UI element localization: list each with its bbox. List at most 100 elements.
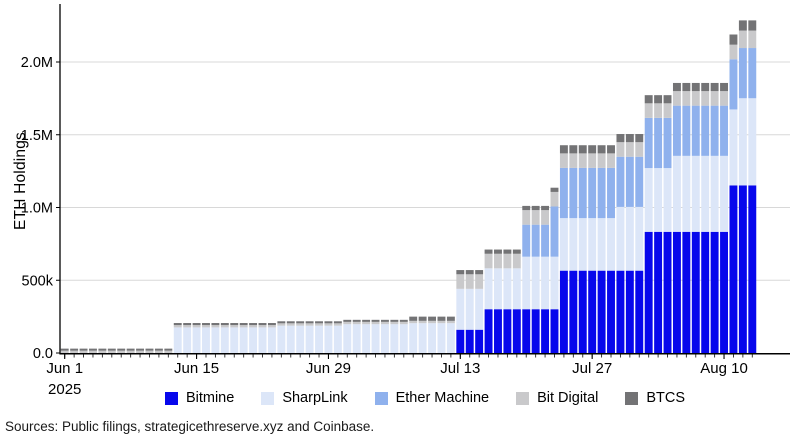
bar-segment [371,319,380,322]
bar-segment [380,319,389,322]
bar-segment [729,34,738,45]
x-tick-label: Jun 29 [306,360,351,377]
legend-item-bit-digital: Bit Digital [516,390,598,406]
bar-segment [446,316,455,321]
bar-segment [399,319,408,322]
bar-segment [258,327,267,353]
bar-segment [98,348,107,351]
bar-segment [654,231,663,353]
bar-segment [748,98,757,186]
bar-segment [635,156,644,207]
bar-segment [352,319,361,322]
bar-segment [286,321,295,324]
bar-segment [625,134,634,143]
bar-segment [503,249,512,254]
bar-segment [286,325,295,353]
bar-segment [597,218,606,271]
bar-segment [682,105,691,156]
bar-segment [550,206,559,257]
bar-segment [607,153,615,168]
bar-segment [89,348,97,351]
legend-item-bitmine: Bitmine [164,390,235,406]
bar-segment [503,309,512,353]
bar-segment [559,153,568,168]
plot-area: 0.0 500k 1.0M 1.5M 2.0M Jun 1 2025 Jun 15 Jun 29… [21,4,790,398]
bar-segment [729,44,738,60]
bar-segment [559,218,568,271]
bar-segment [710,155,719,232]
bar-segment [607,167,615,219]
bar-segment [531,205,540,211]
bar-segment [748,48,757,99]
bar-segment [503,253,512,269]
bar-segment [98,350,107,353]
bar-segment [522,256,531,310]
bar-segment [202,325,210,328]
bar-segment [644,168,653,232]
bar-segment [258,323,267,326]
bar-segment [635,206,644,271]
bar-segment [663,103,672,118]
bar-segment [154,350,163,353]
bar-segment [296,325,305,353]
legend-swatch [261,391,275,405]
bar-segment [550,191,559,207]
bar-segment [60,350,69,353]
bar-segment [541,224,550,257]
bar-segment [541,210,550,225]
y-tick-label: 1.5M [21,128,53,144]
bar-segment [522,205,531,211]
bar-segment [569,270,578,353]
bar-segment [239,323,248,326]
bar-segment [550,187,559,192]
bar-segment [512,253,521,269]
bar-segment [654,168,663,232]
source-note: Sources: Public filings, strategicethres… [5,419,375,434]
bar-segment [701,105,710,156]
bar-segment [748,20,757,31]
bar-segment [333,323,342,326]
bar-segment [484,253,493,269]
bar-segment [456,274,465,289]
bar-segment [428,320,437,324]
bar-segment [362,321,371,325]
bar-segment [192,327,201,353]
bar-segment [343,319,352,322]
bar-segment [305,321,314,324]
bar-segment [333,321,342,324]
bar-segment [654,95,663,104]
bar-segment [531,309,540,353]
bar-segment [720,155,728,232]
bar-segment [559,270,568,353]
legend-label: Bitmine [185,390,235,406]
bar-segment [173,323,182,326]
bar-segment [663,231,672,353]
bar-segment [173,327,182,353]
bar-segment [126,348,135,351]
bar-segment [625,270,634,353]
bar-segment [672,82,681,92]
bar-segment [465,288,474,330]
bar-segment [107,348,116,351]
bar-segment [738,185,747,353]
bar-segment [371,324,380,353]
bar-segment [729,109,738,186]
bar-segment [522,210,531,225]
bar-segment [202,327,210,353]
bar-segment [494,249,502,254]
legend-label: Ether Machine [395,390,490,406]
bar-segment [663,117,672,169]
x-tick-label: Jun 15 [174,360,219,377]
bar-segment [607,145,615,154]
y-tick-label: 0.0 [33,346,53,362]
bar-segment [691,105,700,156]
bar-segment [324,323,333,326]
bar-segment [691,155,700,232]
bar-segment [418,316,427,321]
bar-segment [625,206,634,271]
bar-segment [710,91,719,106]
bar-segment [748,185,757,353]
bar-segment [710,105,719,156]
bar-segment [738,30,747,49]
bar-segment [484,268,493,310]
